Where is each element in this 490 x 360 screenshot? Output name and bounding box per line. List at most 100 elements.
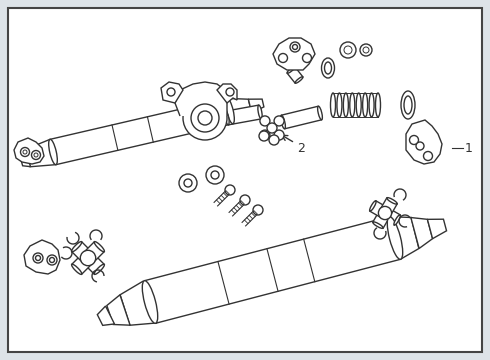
Ellipse shape [356,93,361,117]
Ellipse shape [401,91,415,119]
Ellipse shape [375,93,381,117]
Polygon shape [50,98,233,165]
Circle shape [274,116,284,126]
Circle shape [198,111,212,125]
Polygon shape [370,201,388,218]
Ellipse shape [295,77,303,83]
Circle shape [33,253,43,263]
Polygon shape [72,242,93,263]
Ellipse shape [324,62,332,74]
Polygon shape [406,120,442,164]
Polygon shape [107,295,130,325]
Ellipse shape [287,67,295,73]
Circle shape [21,148,29,157]
Polygon shape [427,219,446,239]
Circle shape [260,130,270,140]
Ellipse shape [94,242,104,252]
Text: 1: 1 [465,141,473,154]
Polygon shape [26,139,56,167]
Circle shape [344,46,352,54]
Circle shape [378,206,392,220]
Ellipse shape [369,201,376,211]
Circle shape [267,123,277,133]
Circle shape [293,45,297,50]
Circle shape [23,150,27,154]
Ellipse shape [373,222,383,228]
Polygon shape [83,242,104,263]
Polygon shape [161,82,183,103]
Polygon shape [175,82,227,116]
Polygon shape [14,138,44,164]
Circle shape [47,255,57,265]
Circle shape [211,171,219,179]
Polygon shape [19,149,30,167]
Ellipse shape [380,210,390,216]
Ellipse shape [387,217,403,259]
Ellipse shape [369,93,374,117]
Polygon shape [248,99,264,113]
Circle shape [34,153,38,157]
Ellipse shape [72,264,82,274]
Polygon shape [411,217,433,248]
Ellipse shape [382,208,388,218]
Circle shape [423,152,433,161]
Polygon shape [145,217,400,323]
Circle shape [259,131,269,141]
Polygon shape [287,67,303,83]
Circle shape [240,195,250,205]
Polygon shape [373,210,390,228]
Ellipse shape [382,208,388,218]
Ellipse shape [83,253,93,263]
Circle shape [179,174,197,192]
Circle shape [31,150,41,159]
Circle shape [290,42,300,52]
Ellipse shape [83,253,93,263]
Polygon shape [98,306,115,325]
Circle shape [269,135,279,145]
Polygon shape [281,106,321,129]
Polygon shape [72,253,93,274]
Circle shape [360,44,372,56]
Ellipse shape [387,198,397,204]
Ellipse shape [49,139,57,165]
Ellipse shape [83,253,93,263]
Ellipse shape [321,58,335,78]
Polygon shape [382,208,400,225]
Circle shape [278,54,288,63]
Circle shape [49,257,54,262]
Circle shape [225,185,235,195]
Polygon shape [83,253,104,274]
FancyBboxPatch shape [8,8,482,352]
Ellipse shape [343,93,348,117]
Ellipse shape [318,106,322,120]
Circle shape [167,88,175,96]
Ellipse shape [337,93,342,117]
Circle shape [35,256,41,261]
Text: 2: 2 [297,141,305,154]
Ellipse shape [258,105,262,119]
Circle shape [253,205,263,215]
Circle shape [274,130,284,140]
Ellipse shape [363,93,368,117]
Ellipse shape [83,253,93,263]
Polygon shape [24,240,60,274]
Polygon shape [120,281,157,325]
Ellipse shape [394,215,400,225]
Circle shape [416,142,424,150]
Circle shape [260,116,270,126]
Circle shape [302,54,312,63]
Circle shape [226,88,234,96]
Polygon shape [390,217,419,259]
Polygon shape [217,84,237,103]
Circle shape [184,179,192,187]
Ellipse shape [72,242,82,252]
Ellipse shape [226,98,234,124]
Ellipse shape [350,93,355,117]
Circle shape [80,250,96,266]
Ellipse shape [225,111,229,125]
Ellipse shape [281,115,285,129]
Ellipse shape [142,281,158,323]
Polygon shape [380,198,397,216]
Circle shape [183,96,227,140]
Polygon shape [227,98,252,123]
